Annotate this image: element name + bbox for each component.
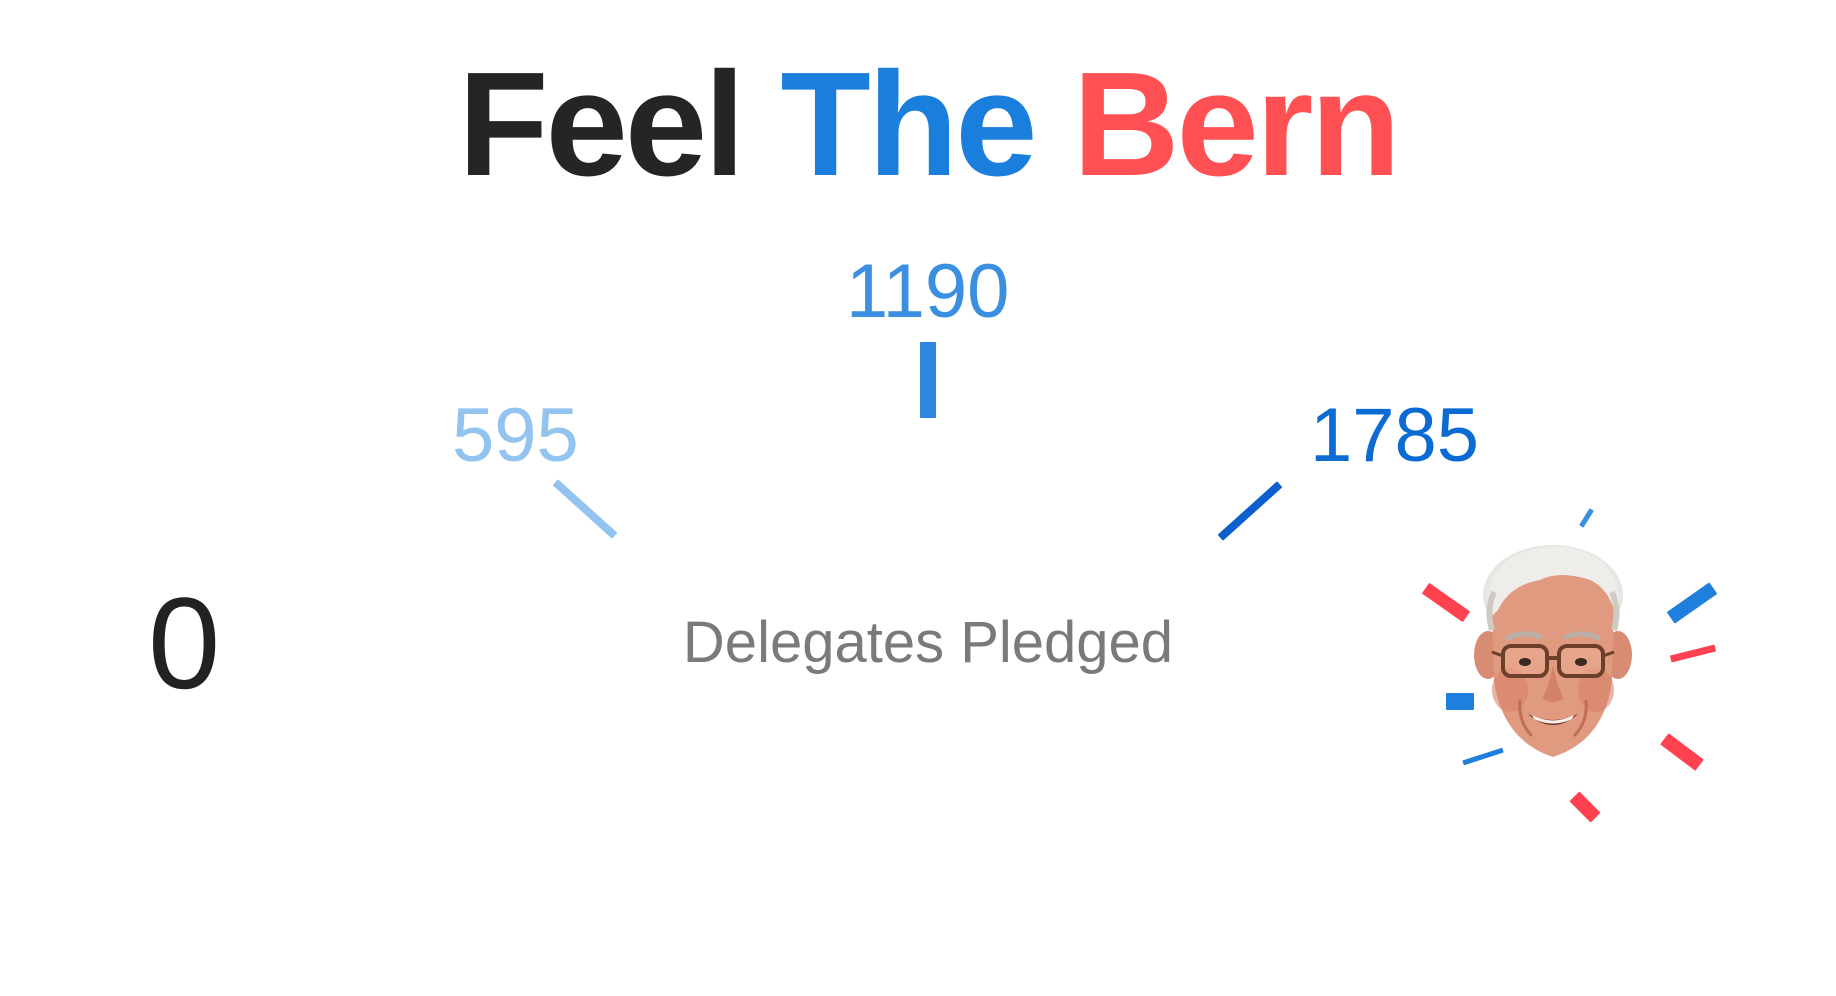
candidate-face-icon — [1474, 545, 1632, 757]
title-word-bern: Bern — [1072, 42, 1401, 207]
burst-mark — [1446, 693, 1474, 710]
page-title: Feel The Bern — [0, 42, 1836, 207]
gauge-caption: Delegates Pledged — [682, 610, 1174, 675]
tick-mark-595 — [552, 479, 618, 539]
tick-label-1190: 1190 — [846, 249, 1010, 334]
tick-mark-1190 — [920, 342, 936, 418]
candidate-avatar — [1420, 500, 1760, 840]
tick-label-1785: 1785 — [1310, 393, 1480, 478]
tick-mark-1785 — [1217, 481, 1283, 541]
tick-label-595: 595 — [452, 393, 579, 478]
title-word-feel: Feel — [458, 42, 745, 207]
gauge-start-value: 0 — [148, 570, 221, 716]
title-word-the: The — [780, 42, 1037, 207]
